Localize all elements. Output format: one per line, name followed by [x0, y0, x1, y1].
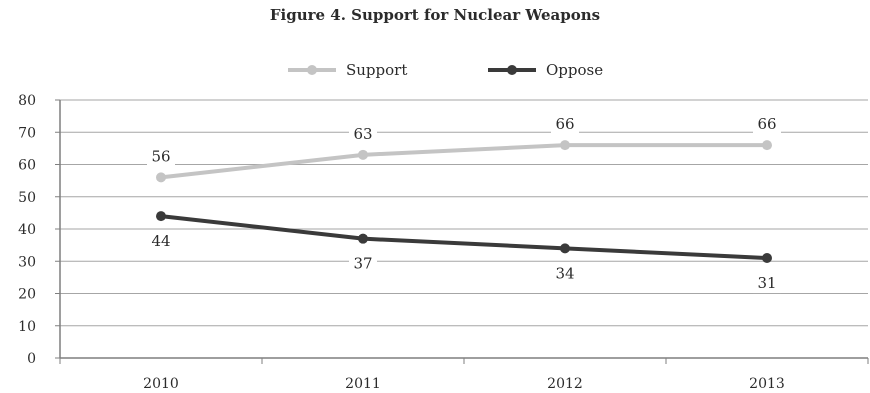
data-label-bg	[349, 253, 377, 274]
legend-swatch-marker	[507, 65, 517, 75]
y-tick-label: 40	[18, 222, 36, 238]
series-line-support	[159, 143, 769, 180]
data-labels: 56 63 66 66 44 37 34 31	[147, 114, 781, 294]
data-label-support: 56	[151, 147, 170, 165]
data-point-oppose	[762, 253, 772, 264]
data-point-oppose	[156, 211, 166, 222]
data-point-support	[560, 140, 570, 151]
y-tick-label: 10	[18, 319, 36, 335]
data-label-oppose: 31	[757, 274, 776, 292]
legend-label: Support	[346, 61, 407, 79]
y-axis-ticks: 0 10 20 30 40 50 60 70 80	[18, 93, 36, 367]
y-tick-label: 50	[18, 190, 36, 206]
legend-item-support: Support	[288, 61, 407, 79]
data-label-bg	[147, 146, 175, 167]
y-tick-label: 80	[18, 93, 36, 109]
data-label-oppose: 34	[555, 264, 574, 282]
y-tick-label: 30	[18, 254, 36, 270]
legend-swatch-marker	[307, 65, 317, 75]
data-label-oppose: 37	[353, 255, 372, 273]
x-tick-label: 2013	[749, 376, 785, 392]
data-label-bg	[349, 123, 377, 144]
data-label-bg	[147, 231, 175, 252]
data-label-bg	[753, 273, 781, 294]
chart-title: Figure 4. Support for Nuclear Weapons	[269, 6, 601, 24]
series-layer	[156, 140, 772, 264]
legend-item-oppose: Oppose	[488, 61, 603, 79]
data-label-support: 66	[555, 115, 574, 133]
legend-label: Oppose	[546, 61, 603, 79]
gridlines	[60, 99, 868, 327]
x-tick-label: 2011	[345, 376, 381, 392]
y-tick-label: 70	[18, 125, 36, 141]
data-label-bg	[753, 114, 781, 135]
y-tick-label: 0	[27, 351, 36, 367]
y-tick-label: 60	[18, 158, 36, 174]
axes	[55, 99, 869, 364]
x-tick-label: 2012	[547, 376, 583, 392]
x-axis-ticks: 2010 2011 2012 2013	[143, 376, 785, 392]
data-point-support	[762, 140, 772, 151]
data-label-bg	[551, 114, 579, 135]
series-line-oppose	[159, 214, 769, 261]
y-tick-label: 20	[18, 287, 36, 303]
data-point-oppose	[560, 243, 570, 254]
legend: Support Oppose	[288, 61, 603, 79]
x-tick-label: 2010	[143, 376, 179, 392]
data-point-oppose	[358, 233, 368, 244]
data-point-support	[156, 172, 166, 183]
data-label-bg	[551, 263, 579, 284]
data-label-support: 63	[353, 125, 372, 143]
data-label-oppose: 44	[151, 232, 170, 250]
data-label-support: 66	[757, 115, 776, 133]
data-point-support	[358, 149, 368, 160]
